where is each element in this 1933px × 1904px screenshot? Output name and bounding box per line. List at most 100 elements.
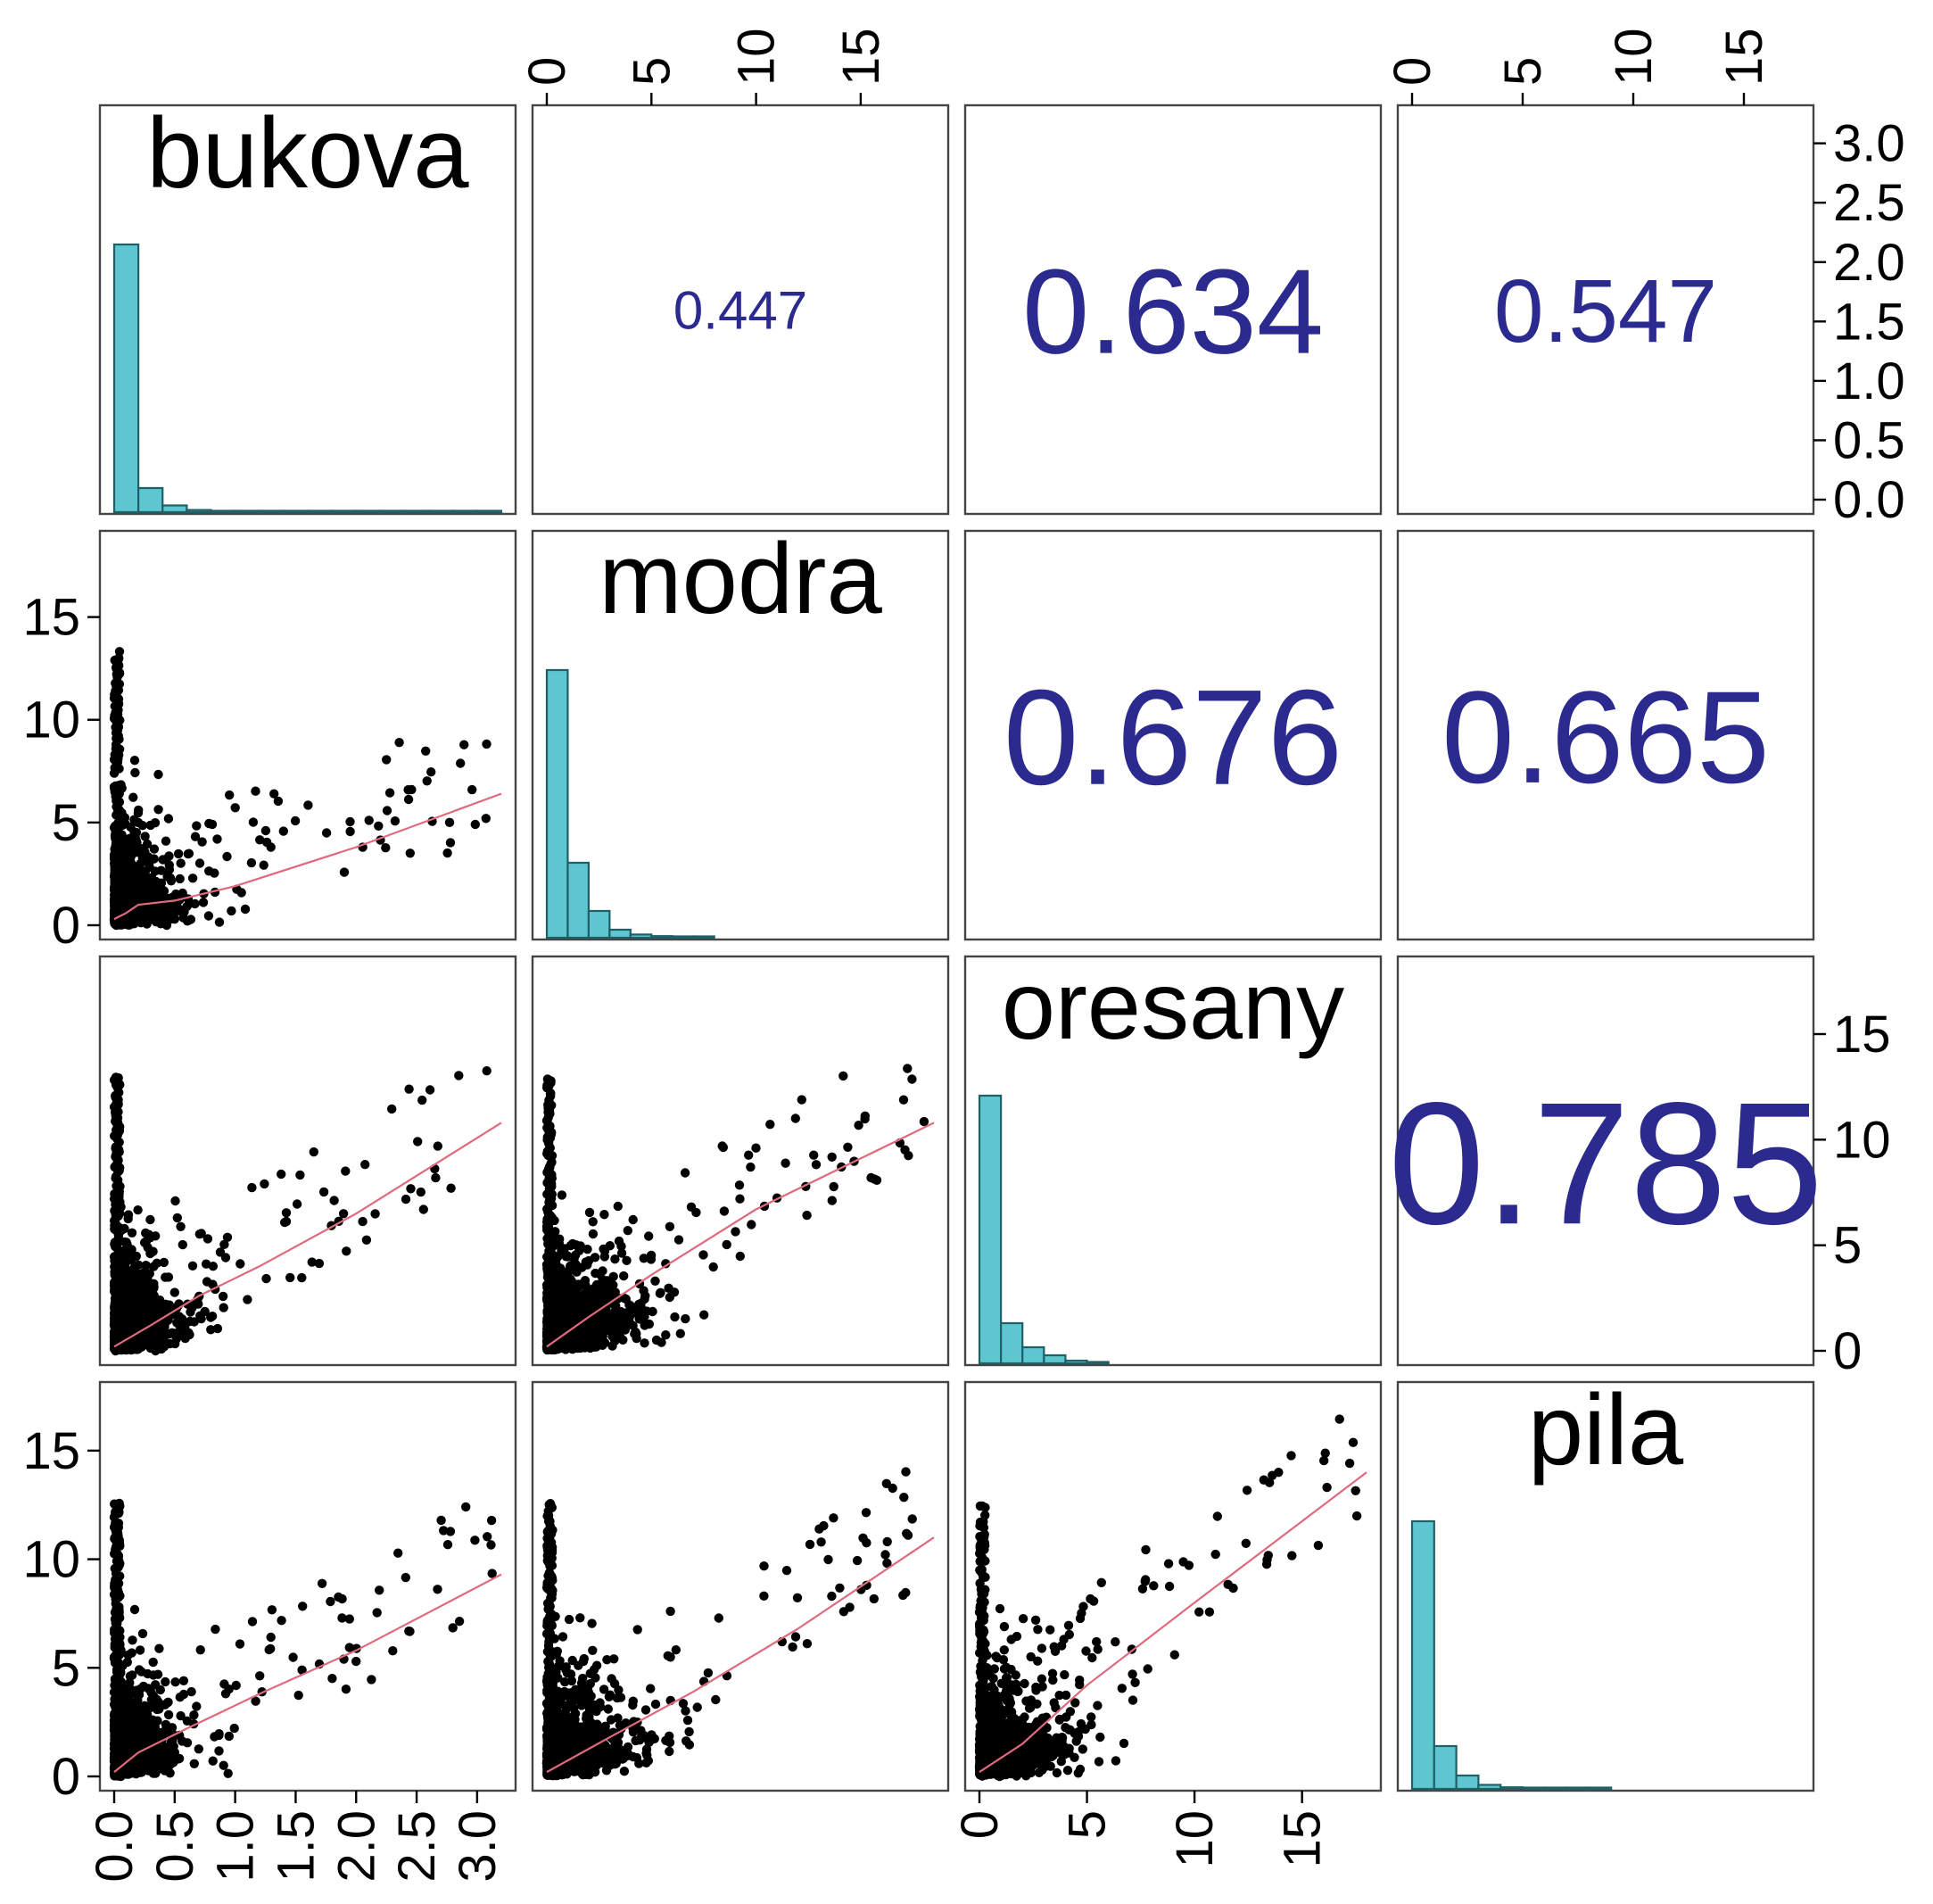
point-modra-bukova xyxy=(204,818,214,829)
hist-bar-modra-4 xyxy=(629,933,653,940)
point-modra-bukova xyxy=(114,842,124,853)
point-oresany-bukova xyxy=(127,1228,137,1238)
hist-bar-bukova-13 xyxy=(427,509,454,514)
point-modra-bukova xyxy=(374,821,384,831)
point-oresany-modra xyxy=(698,1250,708,1260)
point-modra-bukova xyxy=(481,814,491,824)
point-modra-bukova xyxy=(124,842,135,853)
point-oresany-bukova xyxy=(145,1248,155,1259)
panel-pila-oresany xyxy=(963,1380,1383,1792)
point-modra-bukova xyxy=(184,849,194,858)
hist-bar-bukova-15 xyxy=(475,509,503,514)
point-oresany-modra xyxy=(610,1254,620,1264)
point-oresany-modra xyxy=(543,1279,553,1289)
point-oresany-bukova xyxy=(425,1085,435,1095)
point-modra-bukova xyxy=(214,917,225,927)
point-modra-bukova xyxy=(114,668,125,679)
point-oresany-bukova xyxy=(112,1098,121,1109)
point-modra-bukova xyxy=(136,858,146,868)
point-oresany-modra xyxy=(907,1074,917,1084)
point-oresany-modra xyxy=(599,1210,609,1220)
point-modra-bukova xyxy=(140,866,151,876)
point-oresany-bukova xyxy=(123,1213,133,1224)
point-oresany-modra xyxy=(547,1200,558,1211)
point-modra-bukova xyxy=(126,865,136,875)
panel-oresany-modra xyxy=(531,955,950,1367)
panel-modra-oresany xyxy=(963,529,1383,941)
point-oresany-bukova xyxy=(219,1303,228,1312)
point-oresany-bukova xyxy=(111,1345,120,1356)
point-oresany-bukova xyxy=(174,1312,184,1321)
point-oresany-modra xyxy=(639,1286,648,1296)
point-oresany-bukova xyxy=(178,1239,187,1250)
point-oresany-modra xyxy=(827,1196,837,1205)
point-oresany-modra xyxy=(599,1244,608,1254)
point-oresany-bukova xyxy=(454,1071,464,1080)
point-oresany-bukova xyxy=(329,1196,339,1205)
point-modra-bukova xyxy=(161,920,172,931)
point-oresany-modra xyxy=(731,1227,740,1237)
point-oresany-bukova xyxy=(318,1187,329,1197)
point-oresany-modra xyxy=(781,1158,790,1168)
point-modra-bukova xyxy=(130,833,141,843)
point-oresany-modra xyxy=(843,1142,853,1153)
point-oresany-modra xyxy=(708,1262,718,1272)
point-oresany-bukova xyxy=(243,1295,252,1304)
point-oresany-bukova xyxy=(189,1317,199,1327)
panel-bukova-bukova xyxy=(98,103,517,516)
point-oresany-bukova xyxy=(165,1338,175,1349)
point-oresany-modra xyxy=(638,1305,648,1315)
point-oresany-bukova xyxy=(482,1066,492,1076)
point-oresany-bukova xyxy=(401,1194,411,1204)
point-modra-bukova xyxy=(145,876,154,887)
point-oresany-modra xyxy=(681,1313,690,1324)
panel-bukova-modra xyxy=(531,103,950,516)
point-modra-bukova xyxy=(182,916,193,926)
point-modra-bukova xyxy=(390,816,401,826)
point-oresany-bukova xyxy=(111,1218,120,1228)
point-modra-bukova xyxy=(130,767,140,778)
point-oresany-modra xyxy=(669,1287,680,1297)
panel-modra-pila xyxy=(1396,529,1815,941)
point-modra-bukova xyxy=(112,733,121,743)
point-modra-bukova xyxy=(212,834,222,844)
point-modra-bukova xyxy=(122,889,133,898)
point-modra-bukova xyxy=(260,825,271,836)
point-oresany-modra xyxy=(744,1150,754,1160)
point-modra-bukova xyxy=(130,895,140,905)
point-oresany-modra xyxy=(797,1095,806,1105)
hist-bar-oresany-2 xyxy=(1021,1345,1045,1365)
scatter-points xyxy=(109,647,1362,1782)
hist-bar-modra-3 xyxy=(608,928,632,940)
point-oresany-bukova xyxy=(111,1171,121,1181)
hist-bar-pila-6 xyxy=(1543,1786,1568,1791)
point-oresany-modra xyxy=(582,1340,592,1350)
point-oresany-bukova xyxy=(113,1107,123,1117)
point-modra-bukova xyxy=(173,849,184,859)
point-oresany-modra xyxy=(665,1221,675,1232)
point-oresany-bukova xyxy=(125,1254,135,1264)
hist-bar-oresany-3 xyxy=(1043,1353,1067,1365)
point-modra-bukova xyxy=(422,776,432,786)
panel-pila-bukova xyxy=(98,1380,517,1792)
point-oresany-modra xyxy=(691,1207,701,1218)
point-oresany-bukova xyxy=(194,1299,203,1309)
point-modra-bukova xyxy=(112,708,122,718)
point-modra-bukova xyxy=(339,867,350,877)
point-oresany-modra xyxy=(608,1271,618,1282)
point-modra-bukova xyxy=(111,825,120,835)
point-oresany-modra xyxy=(634,1314,644,1324)
point-oresany-bukova xyxy=(109,1252,120,1262)
point-pila-bukova xyxy=(170,1677,180,1687)
point-modra-bukova xyxy=(190,832,201,841)
point-modra-bukova xyxy=(111,744,121,754)
hist-bar-bukova-5 xyxy=(234,509,260,514)
hist-bar-bukova-8 xyxy=(306,509,334,514)
point-oresany-modra xyxy=(583,1255,594,1266)
point-modra-bukova xyxy=(129,756,140,766)
panel-bukova-oresany xyxy=(963,103,1383,516)
point-oresany-bukova xyxy=(172,1213,182,1223)
panel-oresany-oresany xyxy=(963,955,1383,1367)
point-oresany-modra xyxy=(542,1214,552,1224)
point-oresany-modra xyxy=(829,1181,838,1192)
